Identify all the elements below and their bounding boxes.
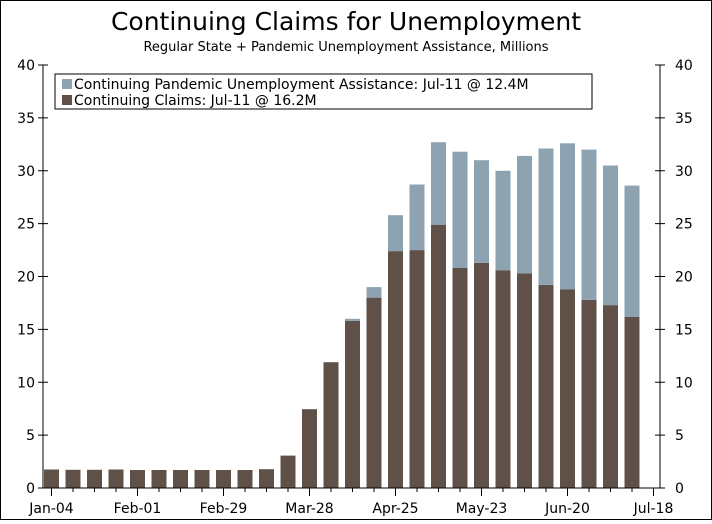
legend-box [54, 73, 593, 110]
chart-title: Continuing Claims for Unemployment [111, 7, 581, 36]
x-tick-label: Mar-28 [285, 501, 333, 517]
x-tick-label: Jun-20 [544, 501, 590, 517]
y-tick-label-left: 25 [17, 217, 35, 233]
bar-continuing-claims [323, 362, 339, 488]
bar-pandemic-assistance [581, 149, 597, 300]
bar-pandemic-assistance [366, 287, 382, 298]
y-tick-label-left: 10 [17, 375, 35, 391]
y-tick-label-right: 10 [675, 375, 693, 391]
bar-continuing-claims [538, 285, 554, 488]
bar-pandemic-assistance [345, 318, 360, 321]
bar-continuing-claims [495, 270, 511, 488]
bar-pandemic-assistance [431, 142, 446, 225]
chart-subtitle: Regular State + Pandemic Unemployment As… [143, 40, 548, 55]
legend: Continuing Pandemic Unemployment Assista… [54, 73, 593, 110]
bar-continuing-claims [603, 305, 618, 488]
bar-continuing-claims [259, 469, 274, 488]
bar-continuing-claims [130, 470, 145, 488]
bar-continuing-claims [237, 470, 253, 488]
x-tick-label: Jan-04 [28, 501, 74, 517]
y-tick-label-right: 40 [675, 58, 693, 74]
bar-continuing-claims [151, 470, 167, 488]
y-tick-label-right: 35 [675, 111, 693, 127]
bar-continuing-claims [173, 470, 188, 488]
bar-continuing-claims [452, 268, 468, 488]
y-tick-label-left: 0 [26, 481, 35, 497]
bar-continuing-claims [345, 320, 360, 488]
bar-continuing-claims [216, 470, 231, 488]
axes-layer: 0 0 5 5 10 10 15 15 20 20 25 25 30 30 35 35 40 40 Jan-04 Fe… [17, 58, 693, 517]
bar-continuing-claims [280, 455, 296, 488]
bar-pandemic-assistance [624, 185, 640, 317]
bar-continuing-claims [431, 224, 446, 488]
bar-continuing-claims [409, 250, 425, 488]
bar-continuing-claims [194, 470, 210, 488]
y-tick-label-left: 35 [17, 111, 35, 127]
y-tick-label-left: 5 [26, 428, 35, 444]
bar-continuing-claims [65, 469, 81, 488]
bar-pandemic-assistance [517, 155, 532, 274]
bar-continuing-claims [302, 409, 317, 488]
y-tick-label-left: 40 [17, 58, 35, 74]
y-tick-label-right: 5 [675, 428, 684, 444]
y-tick-label-right: 30 [675, 164, 693, 180]
y-tick-label-right: 25 [675, 217, 693, 233]
bar-pandemic-assistance [495, 170, 511, 271]
bar-continuing-claims [366, 297, 382, 488]
bar-pandemic-assistance [409, 184, 425, 251]
x-tick-label: May-23 [456, 501, 508, 517]
bar-continuing-claims [560, 289, 575, 488]
bar-pandemic-assistance [452, 151, 468, 268]
y-tick-label-right: 0 [675, 481, 684, 497]
bar-continuing-claims [474, 262, 489, 488]
bar-continuing-claims [108, 469, 124, 488]
bar-continuing-claims [624, 316, 640, 488]
y-tick-label-right: 15 [675, 322, 693, 338]
bar-continuing-claims [388, 251, 403, 488]
legend-swatch-pua [62, 79, 72, 89]
x-tick-label: Jul-18 [633, 501, 674, 517]
y-tick-label-left: 20 [17, 270, 35, 286]
y-tick-label-right: 20 [675, 270, 693, 286]
bar-continuing-claims [44, 469, 59, 488]
x-tick-label: Feb-29 [200, 501, 248, 517]
bar-pandemic-assistance [388, 215, 403, 252]
bar-pandemic-assistance [560, 143, 575, 290]
bar-continuing-claims [87, 469, 102, 488]
legend-swatch-claims [62, 95, 72, 105]
bar-pandemic-assistance [603, 165, 618, 306]
bar-continuing-claims [517, 273, 532, 488]
bars-layer [44, 142, 640, 488]
x-tick-label: Apr-25 [372, 501, 418, 517]
y-tick-label-left: 30 [17, 164, 35, 180]
legend-label-pua: Continuing Pandemic Unemployment Assista… [74, 77, 529, 93]
y-tick-label-left: 15 [17, 322, 35, 338]
bar-pandemic-assistance [538, 148, 554, 285]
bar-pandemic-assistance [474, 160, 489, 263]
x-tick-label: Feb-01 [114, 501, 162, 517]
legend-label-claims: Continuing Claims: Jul-11 @ 16.2M [74, 93, 317, 109]
bar-continuing-claims [581, 299, 597, 488]
